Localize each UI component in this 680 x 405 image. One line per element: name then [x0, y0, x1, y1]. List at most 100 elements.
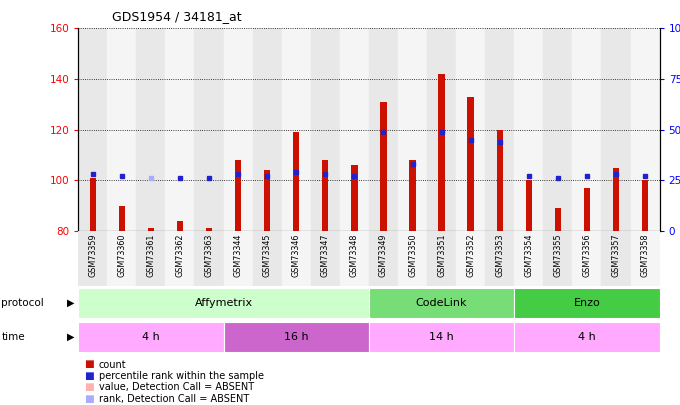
- Bar: [78, 231, 107, 286]
- Bar: [253, 231, 282, 286]
- Text: GSM73357: GSM73357: [611, 234, 620, 277]
- Bar: [398, 28, 427, 231]
- Bar: [427, 231, 456, 286]
- Text: GSM73348: GSM73348: [350, 234, 359, 277]
- FancyBboxPatch shape: [514, 288, 660, 318]
- Bar: [340, 28, 369, 231]
- Bar: [583, 188, 590, 231]
- Text: GSM73354: GSM73354: [524, 234, 533, 277]
- Text: ▶: ▶: [67, 332, 75, 342]
- Text: ■: ■: [84, 382, 93, 392]
- Text: GSM73352: GSM73352: [466, 234, 475, 277]
- Text: GSM73350: GSM73350: [408, 234, 417, 277]
- Text: GSM73362: GSM73362: [175, 234, 184, 277]
- Text: GSM73360: GSM73360: [118, 234, 126, 277]
- Bar: [322, 160, 328, 231]
- Bar: [514, 28, 543, 231]
- Text: count: count: [99, 360, 126, 369]
- Text: GSM73363: GSM73363: [205, 234, 214, 277]
- Bar: [602, 28, 630, 231]
- Bar: [543, 28, 573, 231]
- Bar: [351, 165, 358, 231]
- Text: GSM73345: GSM73345: [262, 234, 271, 277]
- Bar: [369, 28, 398, 231]
- Bar: [282, 231, 311, 286]
- Bar: [224, 231, 253, 286]
- Bar: [136, 28, 165, 231]
- Bar: [630, 28, 660, 231]
- Text: protocol: protocol: [1, 298, 44, 308]
- Bar: [467, 97, 474, 231]
- Text: GDS1954 / 34181_at: GDS1954 / 34181_at: [112, 10, 242, 23]
- FancyBboxPatch shape: [78, 288, 369, 318]
- Text: GSM73344: GSM73344: [234, 234, 243, 277]
- Bar: [456, 231, 486, 286]
- Bar: [340, 231, 369, 286]
- Text: Enzo: Enzo: [573, 298, 600, 308]
- Bar: [427, 28, 456, 231]
- Text: ▶: ▶: [67, 298, 75, 308]
- Text: ■: ■: [84, 371, 93, 381]
- Bar: [293, 132, 299, 231]
- Bar: [496, 130, 503, 231]
- Text: GSM73358: GSM73358: [641, 234, 649, 277]
- FancyBboxPatch shape: [369, 288, 514, 318]
- Text: Affymetrix: Affymetrix: [194, 298, 252, 308]
- Text: GSM73347: GSM73347: [321, 234, 330, 277]
- Bar: [148, 228, 154, 231]
- Bar: [282, 28, 311, 231]
- FancyBboxPatch shape: [224, 322, 369, 352]
- Text: percentile rank within the sample: percentile rank within the sample: [99, 371, 264, 381]
- FancyBboxPatch shape: [78, 322, 224, 352]
- Bar: [264, 170, 271, 231]
- Bar: [235, 160, 241, 231]
- Bar: [165, 231, 194, 286]
- Bar: [613, 168, 619, 231]
- Bar: [555, 208, 561, 231]
- Text: GSM73361: GSM73361: [146, 234, 155, 277]
- Bar: [398, 231, 427, 286]
- Bar: [409, 160, 415, 231]
- Text: 14 h: 14 h: [429, 332, 454, 342]
- Bar: [78, 28, 107, 231]
- FancyBboxPatch shape: [369, 322, 514, 352]
- Text: GSM73356: GSM73356: [583, 234, 592, 277]
- Bar: [311, 28, 340, 231]
- Bar: [486, 231, 514, 286]
- Bar: [107, 28, 136, 231]
- Bar: [177, 221, 183, 231]
- Bar: [486, 28, 514, 231]
- Text: GSM73349: GSM73349: [379, 234, 388, 277]
- Bar: [224, 28, 253, 231]
- Text: GSM73351: GSM73351: [437, 234, 446, 277]
- Text: GSM73359: GSM73359: [88, 234, 97, 277]
- Bar: [311, 231, 340, 286]
- Bar: [642, 180, 648, 231]
- Bar: [439, 74, 445, 231]
- Bar: [630, 231, 660, 286]
- Bar: [136, 231, 165, 286]
- Bar: [369, 231, 398, 286]
- Bar: [573, 28, 602, 231]
- Text: ■: ■: [84, 360, 93, 369]
- Text: 4 h: 4 h: [578, 332, 596, 342]
- Text: GSM73346: GSM73346: [292, 234, 301, 277]
- Text: rank, Detection Call = ABSENT: rank, Detection Call = ABSENT: [99, 394, 249, 403]
- Text: time: time: [1, 332, 25, 342]
- Text: value, Detection Call = ABSENT: value, Detection Call = ABSENT: [99, 382, 254, 392]
- FancyBboxPatch shape: [514, 322, 660, 352]
- Bar: [90, 178, 96, 231]
- Bar: [194, 231, 224, 286]
- Text: ■: ■: [84, 394, 93, 403]
- Bar: [602, 231, 630, 286]
- Text: GSM73353: GSM73353: [495, 234, 504, 277]
- Bar: [118, 205, 125, 231]
- Text: GSM73355: GSM73355: [554, 234, 562, 277]
- Text: 16 h: 16 h: [284, 332, 309, 342]
- Bar: [165, 28, 194, 231]
- Bar: [107, 231, 136, 286]
- Bar: [456, 28, 486, 231]
- Bar: [543, 231, 573, 286]
- Text: 4 h: 4 h: [142, 332, 160, 342]
- Bar: [206, 228, 212, 231]
